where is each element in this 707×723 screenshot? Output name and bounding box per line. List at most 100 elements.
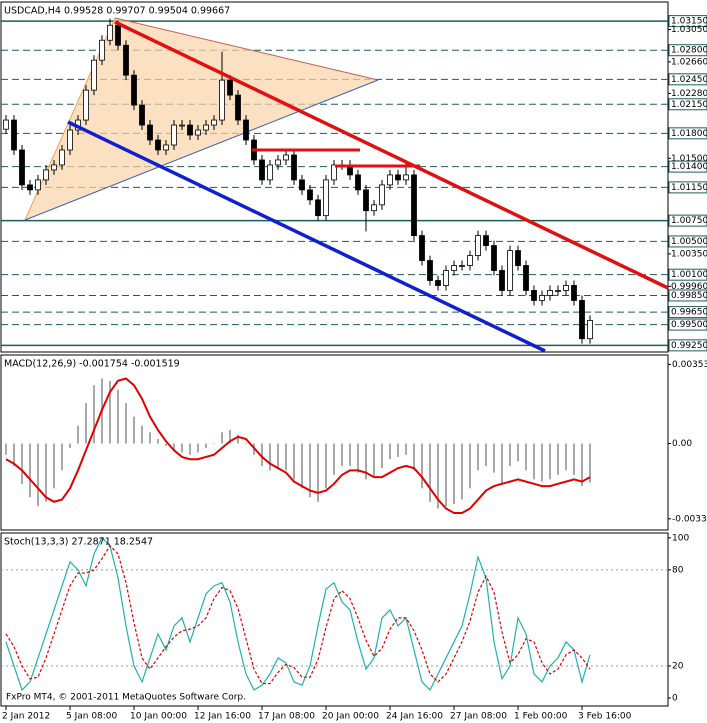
y-tick-label: 1.00500 xyxy=(671,237,707,247)
trendline xyxy=(114,20,669,290)
marks xyxy=(3,18,593,692)
level-label-box xyxy=(668,289,707,302)
macd-bar xyxy=(149,432,151,444)
y-tick-label: 1.03150 xyxy=(671,17,707,27)
y-tick-label: 1.02150 xyxy=(671,100,707,110)
level-label-box xyxy=(668,98,707,111)
candle-body xyxy=(379,184,385,206)
candle-body xyxy=(571,285,577,301)
level-label-box xyxy=(668,127,707,140)
candle-body xyxy=(211,119,217,126)
x-tick-label: 12 Jan 16:00 xyxy=(194,712,251,722)
candle-body xyxy=(587,320,593,340)
y-tick-label: -0.00336 xyxy=(672,514,707,524)
macd-bar xyxy=(77,425,79,444)
candle-body xyxy=(291,154,297,181)
candle-body xyxy=(539,295,545,301)
candle-body xyxy=(19,149,25,186)
macd-bar xyxy=(429,443,431,502)
candle-body xyxy=(3,119,9,130)
macd-bar xyxy=(213,443,215,445)
y-tick-label: 1.02800 xyxy=(671,46,707,56)
macd-bar xyxy=(13,443,15,466)
macd-bar xyxy=(205,443,207,448)
macd-bar xyxy=(421,443,423,489)
candle-body xyxy=(475,235,481,256)
level-label-box xyxy=(668,318,707,331)
x-tick-label: 24 Jan 16:00 xyxy=(386,712,443,722)
macd-bar xyxy=(157,439,159,444)
candle-body xyxy=(91,59,97,91)
y-tick-label: 0.00 xyxy=(672,439,692,449)
macd-bar xyxy=(301,443,303,489)
candle-body xyxy=(179,124,185,127)
x-tick-label: 1 Feb 00:00 xyxy=(514,712,568,722)
candle-body xyxy=(35,179,41,191)
macd-bar xyxy=(325,443,327,489)
stoch-panel xyxy=(0,532,669,707)
y-tick-label: 1.00350 xyxy=(671,249,707,259)
y-tick-label: 1.02280 xyxy=(671,89,707,99)
macd-bar xyxy=(469,443,471,489)
macd-bar xyxy=(341,443,343,466)
x-tick-label: 2 Jan 2012 xyxy=(2,712,50,722)
price-panel xyxy=(0,1,669,353)
macd-bar xyxy=(45,443,47,502)
candle-body xyxy=(411,174,417,237)
macd-bar xyxy=(557,443,559,475)
candle-body xyxy=(203,124,209,131)
candle-body xyxy=(499,270,505,291)
candle-body xyxy=(315,199,321,217)
panel-title: Stoch(13,3,3) 27.2871 18.2547 xyxy=(4,537,153,548)
macd-bar xyxy=(509,443,511,466)
candle-body xyxy=(307,189,313,201)
macd-bar xyxy=(589,443,591,483)
candle-body xyxy=(27,184,33,191)
candle-body xyxy=(259,159,265,181)
indicator-line xyxy=(5,377,591,514)
candle-body xyxy=(547,290,553,296)
y-tick-label: 0.99650 xyxy=(671,308,707,318)
y-tick-label: 1.00100 xyxy=(671,270,707,280)
candle-body xyxy=(283,154,289,161)
triangle-fill xyxy=(25,18,378,220)
macd-bar xyxy=(261,443,263,466)
candle-body xyxy=(483,235,489,246)
level-label-box xyxy=(668,235,707,248)
y-tick-label: 0.99250 xyxy=(671,341,707,351)
level-label-box xyxy=(668,15,707,28)
candle-body xyxy=(451,265,457,271)
macd-bar xyxy=(317,443,319,502)
candle-body xyxy=(115,24,121,46)
macd-bar xyxy=(69,443,71,448)
macd-bar xyxy=(501,443,503,484)
candle-body xyxy=(219,79,225,121)
macd-bar xyxy=(181,443,183,453)
candle-body xyxy=(435,280,441,286)
candle-body xyxy=(427,260,433,281)
candle-body xyxy=(555,290,561,292)
macd-bar xyxy=(125,403,127,444)
y-tick-label: 1.03050 xyxy=(671,25,707,35)
candle-body xyxy=(275,159,281,166)
candle-body xyxy=(331,164,337,181)
candle-body xyxy=(11,119,17,151)
macd-bar xyxy=(381,443,383,469)
macd-bar xyxy=(413,443,415,471)
macd-bar xyxy=(93,385,95,444)
y-tick-label: 1.00750 xyxy=(671,216,707,226)
candle-body xyxy=(371,204,377,212)
panel-title: MACD(12,26,9) -0.001754 -0.001519 xyxy=(4,359,180,370)
candle-body xyxy=(355,174,361,191)
y-tick-label: 1.01400 xyxy=(671,162,707,172)
macd-bar xyxy=(197,443,199,453)
candle-body xyxy=(163,144,169,151)
level-label-box xyxy=(668,339,707,352)
candle-body xyxy=(139,104,145,126)
macd-bar xyxy=(117,389,119,444)
axes: USDCAD,H4 0.99528 0.99707 0.99504 0.9966… xyxy=(2,6,707,722)
y-tick-label: 1.01150 xyxy=(671,183,707,193)
y-tick-label: 0.99850 xyxy=(671,291,707,301)
panel-title: USDCAD,H4 0.99528 0.99707 0.99504 0.9966… xyxy=(4,6,230,17)
